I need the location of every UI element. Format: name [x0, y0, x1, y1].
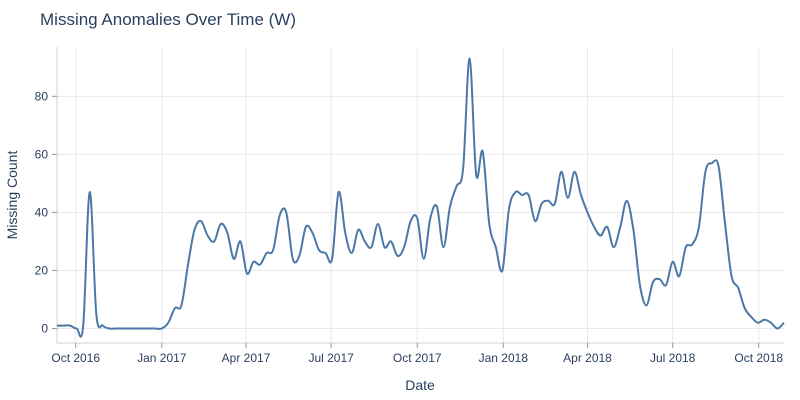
x-tick-label: Apr 2018: [563, 351, 612, 365]
y-tick-label: 20: [35, 263, 49, 277]
x-tick-label: Jul 2017: [308, 351, 354, 365]
y-tick-label: 40: [35, 205, 49, 219]
y-tick-label: 60: [35, 147, 49, 161]
x-tick-label: Oct 2018: [734, 351, 783, 365]
x-axis-title: Date: [405, 377, 435, 393]
y-tick-label: 0: [41, 321, 48, 335]
x-tick-label: Oct 2017: [393, 351, 442, 365]
gridlines: [57, 47, 784, 343]
x-tick-label: Jan 2018: [479, 351, 529, 365]
chart-title: Missing Anomalies Over Time (W): [40, 10, 296, 29]
x-tick-label: Jul 2018: [650, 351, 696, 365]
y-tick-label: 80: [35, 89, 49, 103]
axes: Oct 2016 Jan 2017 Apr 2017 Jul 2017 Oct 2017…: [35, 47, 784, 365]
x-tick-label: Jan 2017: [137, 351, 187, 365]
x-tick-label: Apr 2017: [222, 351, 271, 365]
series-line-0: [56, 57, 785, 338]
x-tick-label: Oct 2016: [51, 351, 100, 365]
series-layer: [56, 57, 785, 338]
y-axis-title: Missing Count: [4, 151, 20, 240]
